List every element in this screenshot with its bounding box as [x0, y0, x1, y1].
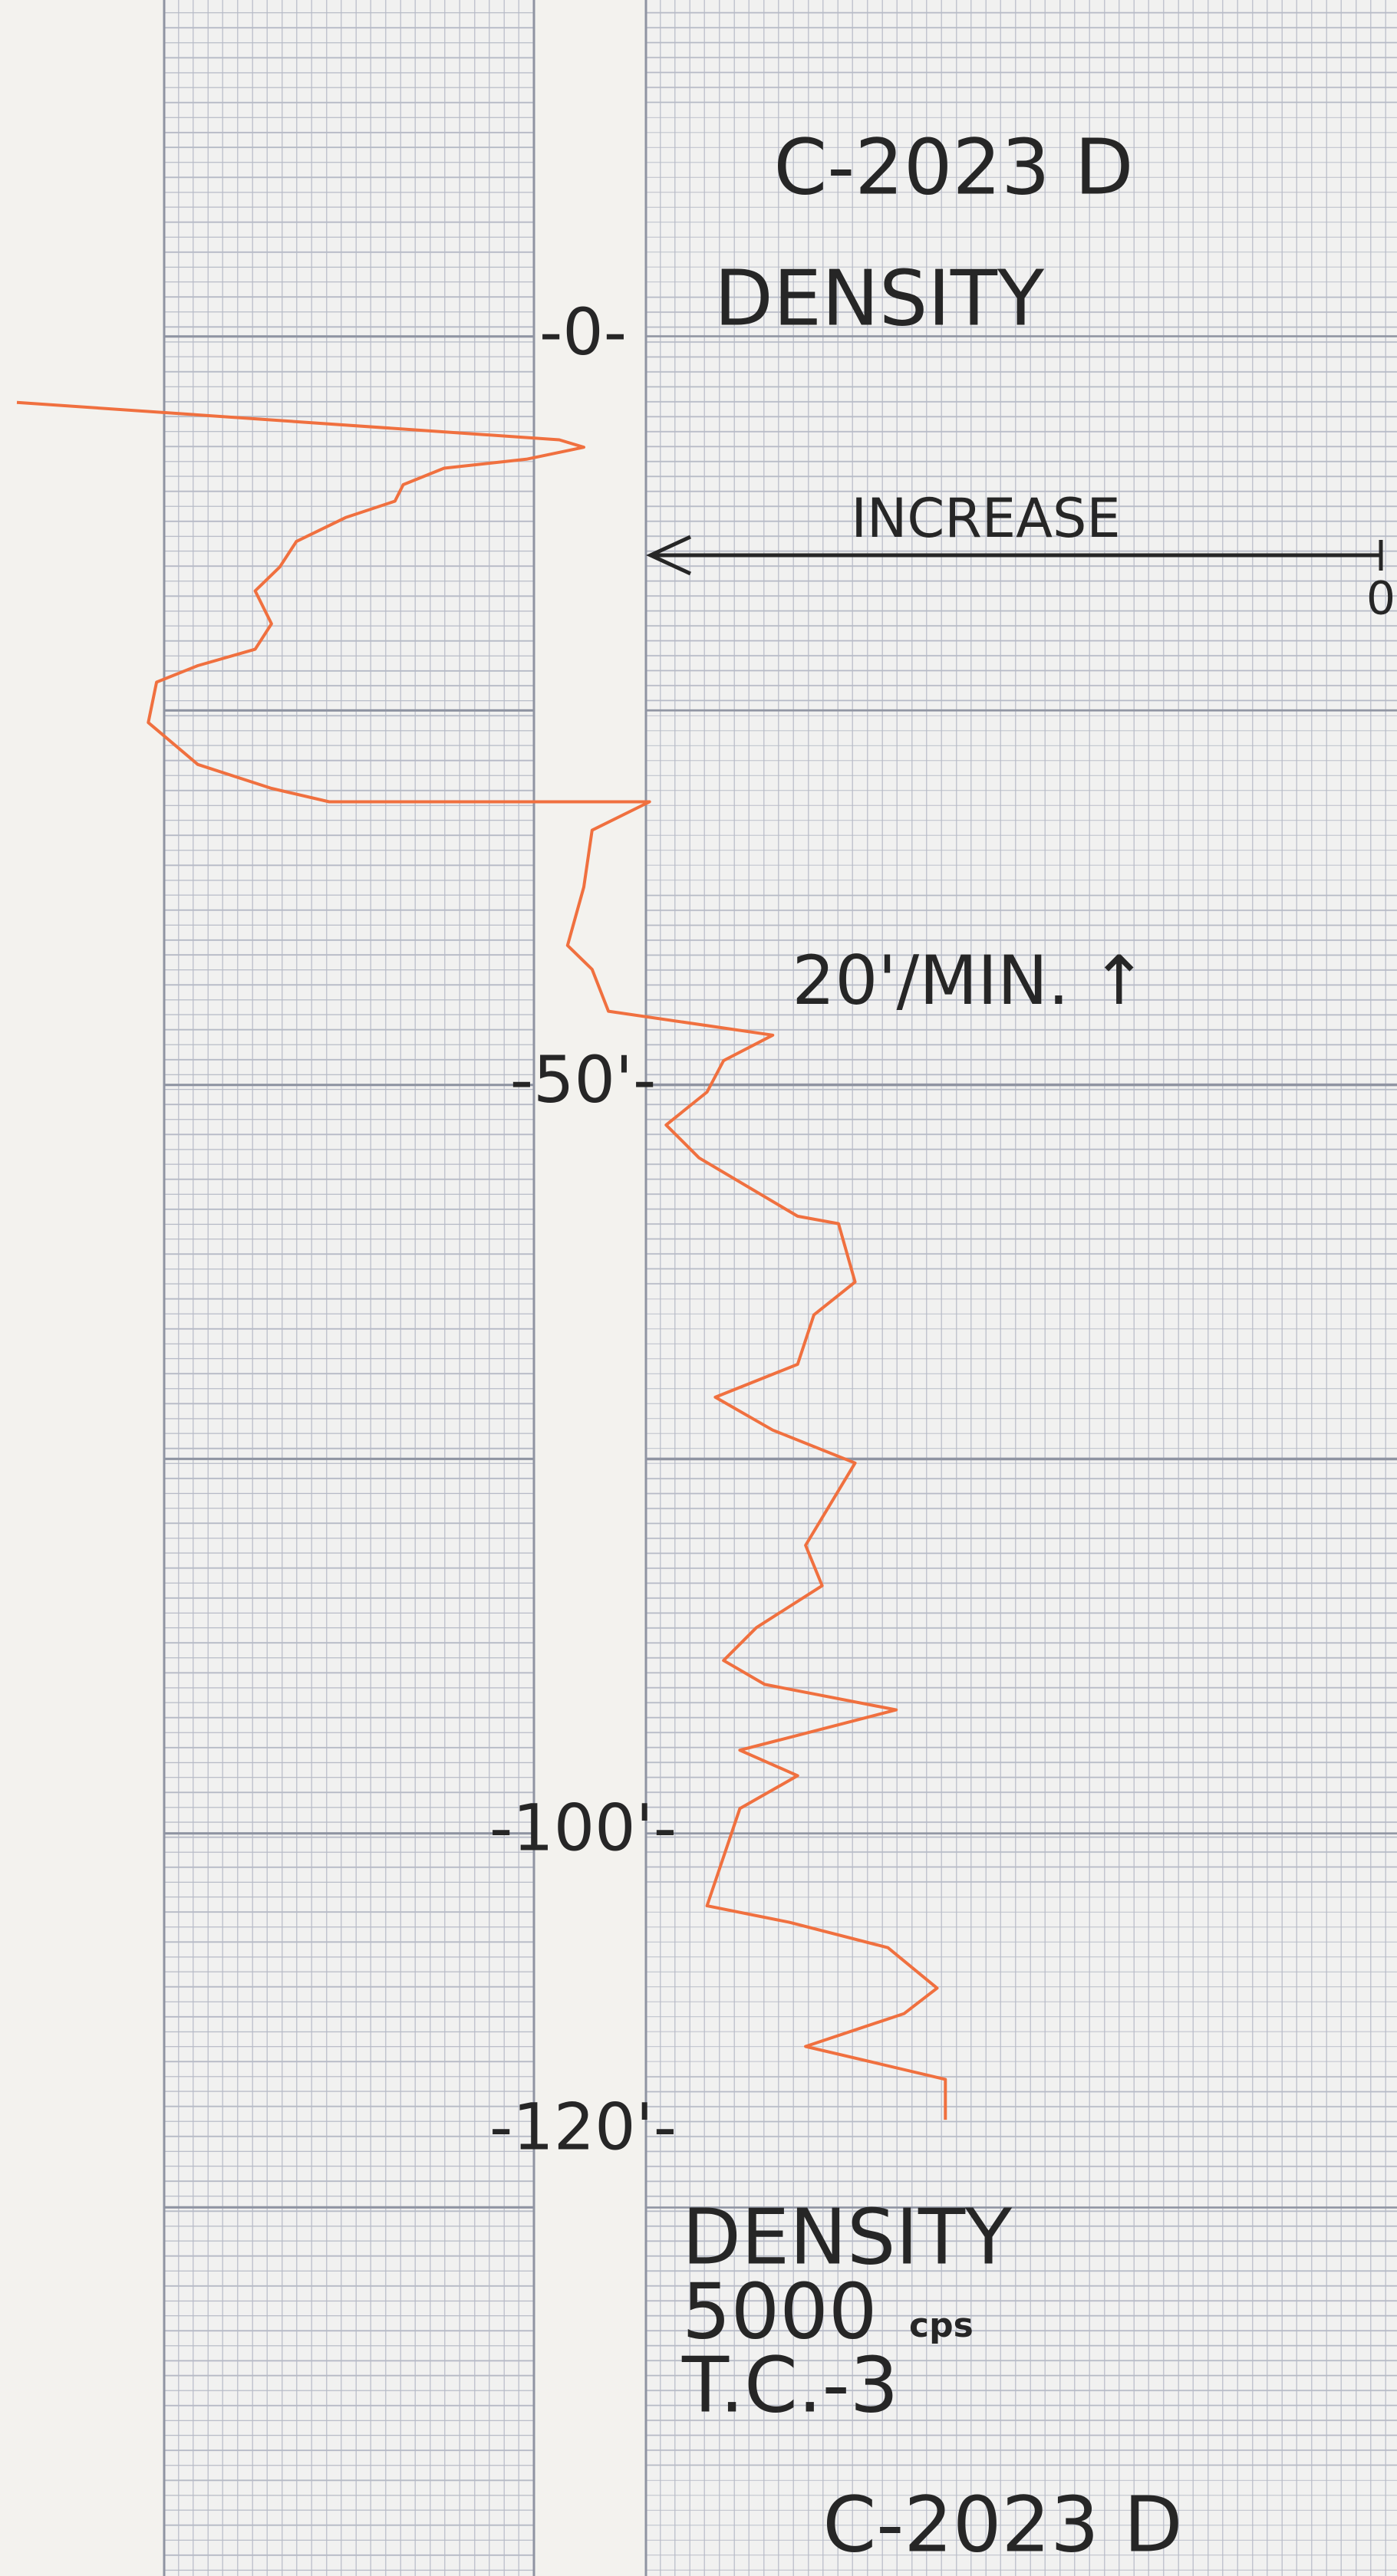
x-tick-label: 0 — [1366, 572, 1395, 626]
right-grid — [646, 0, 1397, 2576]
left-grid — [164, 0, 534, 2576]
arrow-label: INCREASE — [851, 487, 1120, 550]
scale-unit: cps — [909, 2306, 974, 2345]
density-trace — [16, 400, 947, 2120]
speed-label: 20'/MIN. ↑ — [792, 941, 1147, 1020]
scale-title: DENSITY — [682, 2192, 1013, 2282]
subtitle: DENSITY — [714, 253, 1045, 343]
depth-label: -0- — [539, 294, 627, 370]
scale-value: 5000 — [682, 2266, 878, 2356]
arrow-head — [646, 535, 692, 576]
title: C-2023 D — [773, 122, 1133, 212]
depth-label: -50'- — [510, 1042, 657, 1117]
footer-title: C-2023 D — [822, 2479, 1182, 2569]
time-constant: T.C.-3 — [681, 2340, 898, 2430]
depth-label: -100'- — [489, 1790, 677, 1865]
depth-label: -120'- — [489, 2090, 677, 2165]
